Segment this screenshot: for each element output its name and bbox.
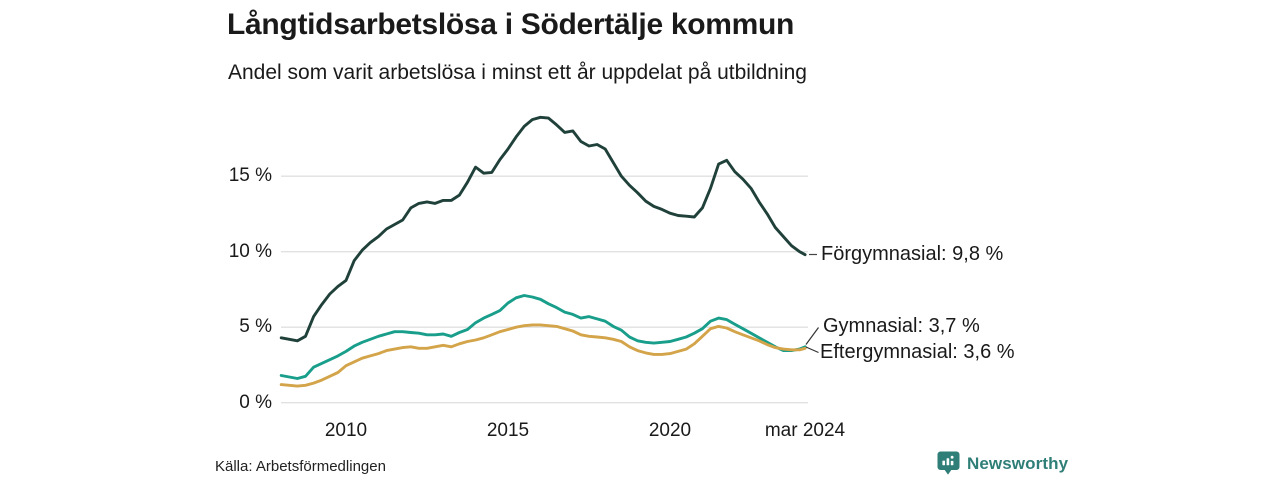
end-label-gymnasial: Gymnasial: 3,7 % — [823, 315, 980, 337]
series-line-förgymnasial — [279, 115, 807, 343]
x-axis-tick-2010: 2010 — [324, 420, 368, 441]
y-axis-tick-0: 0 % — [239, 392, 272, 413]
connector-eftergymnasial — [805, 346, 819, 354]
source-note: Källa: Arbetsförmedlingen — [215, 458, 386, 475]
page-title: Långtidsarbetslösa i Södertälje kommun — [227, 8, 795, 41]
y-axis-tick-15: 15 % — [228, 165, 272, 186]
connector-gymnasial — [805, 327, 819, 345]
y-axis-tick-5: 5 % — [239, 316, 272, 337]
newsworthy-wordmark: Newsworthy — [967, 454, 1069, 473]
x-axis-tick-2015: 2015 — [486, 420, 530, 441]
y-axis-tick-10: 10 % — [228, 241, 272, 262]
newsworthy-chart-bubble-icon — [937, 451, 960, 475]
end-label-forgymnasial: Förgymnasial: 9,8 % — [821, 243, 1004, 265]
chart-subtitle: Andel som varit arbetslösa i minst ett å… — [228, 61, 807, 84]
newsworthy-logo: Newsworthy — [937, 451, 1068, 477]
x-axis-tick-2020: 2020 — [648, 420, 692, 441]
series-line-eftergymnasial — [279, 323, 807, 388]
series-line-gymnasial — [279, 294, 807, 380]
end-label-eftergymnasial: Eftergymnasial: 3,6 % — [820, 341, 1015, 363]
x-axis-tick-mar-2024: mar 2024 — [764, 420, 846, 441]
